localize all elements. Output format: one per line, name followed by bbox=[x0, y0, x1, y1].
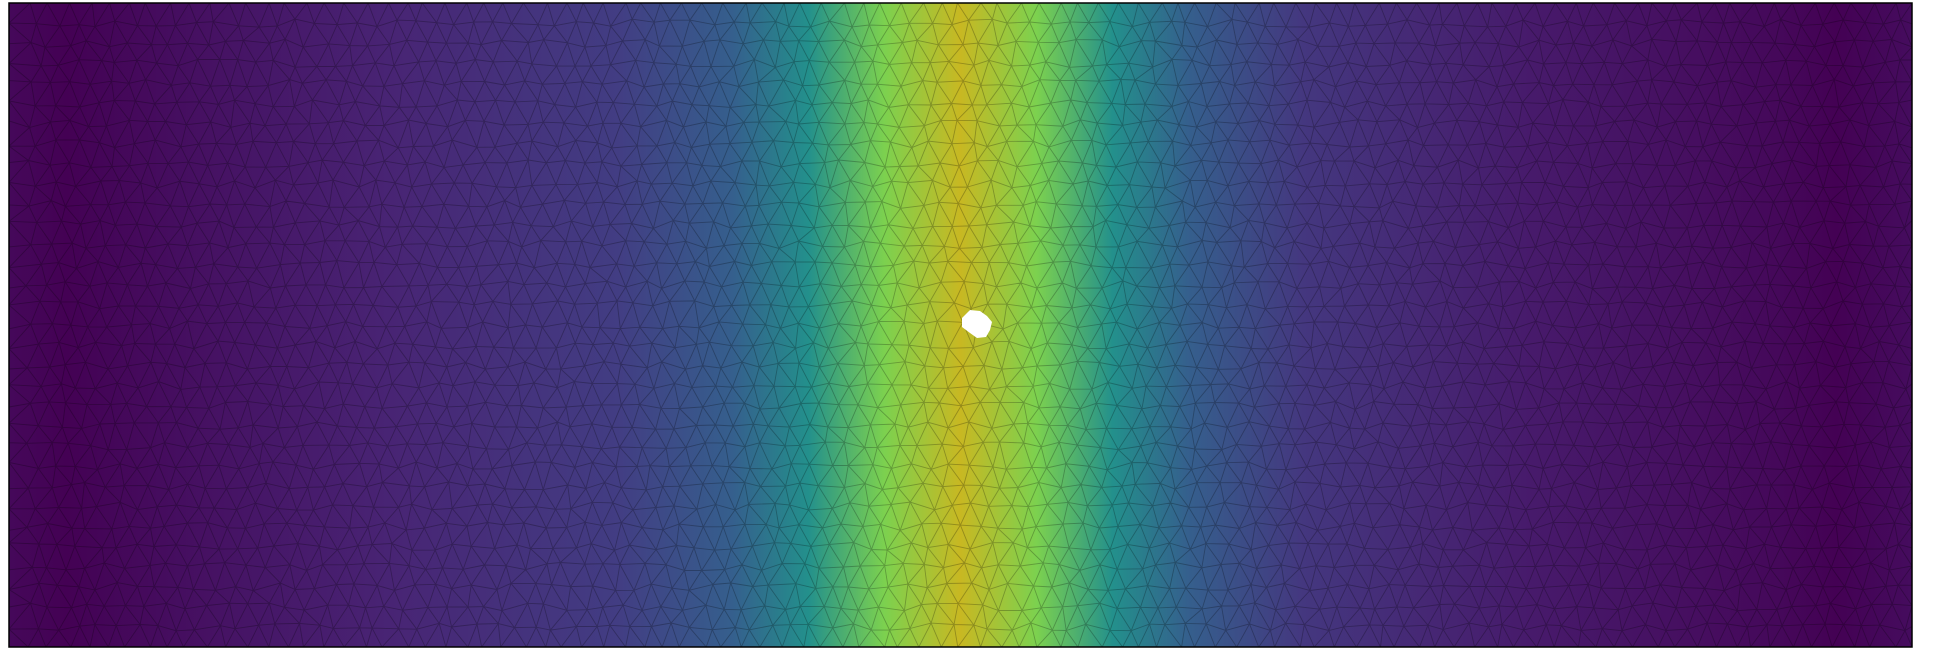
scalar-field bbox=[9, 3, 1912, 647]
mesh-hole bbox=[962, 310, 992, 338]
domain-border bbox=[8, 2, 1913, 648]
mesh-elements bbox=[9, 3, 1912, 647]
mesh-triangles bbox=[9, 3, 1912, 647]
